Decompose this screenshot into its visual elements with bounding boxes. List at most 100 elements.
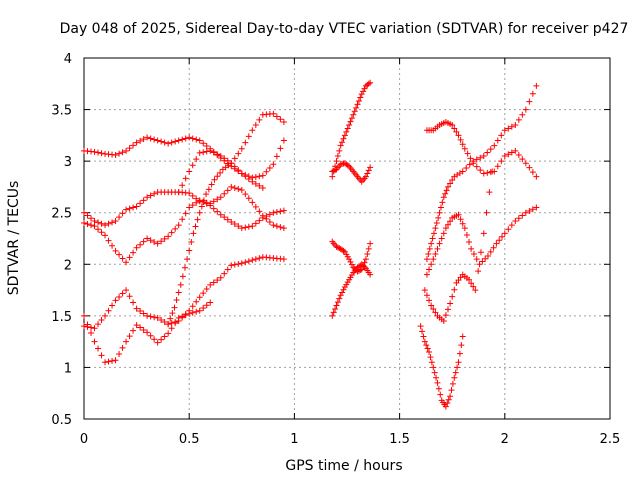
data-point xyxy=(270,110,277,117)
data-point xyxy=(137,137,144,144)
x-tick-label: 2.5 xyxy=(600,432,621,447)
series-track-15 xyxy=(417,323,466,410)
data-point xyxy=(452,369,459,376)
data-point xyxy=(341,132,348,139)
data-point xyxy=(168,139,175,146)
data-point xyxy=(457,136,464,143)
data-point xyxy=(182,175,189,182)
data-point xyxy=(200,149,207,156)
y-tick-label: 1.5 xyxy=(51,310,72,325)
data-point xyxy=(119,149,126,156)
data-point xyxy=(437,204,444,211)
data-point xyxy=(447,218,454,225)
data-point xyxy=(245,258,252,265)
data-point xyxy=(434,379,441,386)
data-point xyxy=(175,189,182,196)
data-point xyxy=(329,312,336,319)
data-point xyxy=(147,237,154,244)
data-point xyxy=(221,214,228,221)
data-point xyxy=(451,125,458,132)
data-point xyxy=(515,151,522,158)
data-point xyxy=(466,238,473,245)
data-point xyxy=(484,169,491,176)
data-point xyxy=(210,198,217,205)
data-point xyxy=(249,178,256,185)
data-point xyxy=(193,308,200,315)
data-point xyxy=(346,122,353,129)
data-point xyxy=(245,195,252,202)
data-point xyxy=(431,369,438,376)
data-points xyxy=(81,79,540,410)
data-point xyxy=(119,290,126,297)
data-point xyxy=(200,290,207,297)
data-point xyxy=(463,165,470,172)
data-point xyxy=(190,230,197,237)
data-point xyxy=(280,207,287,214)
data-point xyxy=(427,354,434,361)
data-point xyxy=(242,259,249,266)
data-point xyxy=(203,302,210,309)
chart-title: Day 048 of 2025, Sidereal Day-to-day VTE… xyxy=(60,21,629,37)
data-point xyxy=(367,240,374,247)
data-point xyxy=(426,297,433,304)
data-point xyxy=(439,199,446,206)
data-point xyxy=(529,169,536,176)
series-track-11 xyxy=(329,261,374,319)
data-point xyxy=(151,136,158,143)
data-point xyxy=(423,292,430,299)
data-point xyxy=(479,258,486,265)
data-point xyxy=(332,305,339,312)
data-point xyxy=(249,199,256,206)
data-point xyxy=(154,137,161,144)
data-point xyxy=(137,308,144,315)
data-point xyxy=(95,226,102,233)
data-point xyxy=(252,122,259,129)
data-point xyxy=(189,162,196,169)
data-point xyxy=(455,211,462,218)
data-point xyxy=(432,309,439,316)
data-point xyxy=(347,118,354,125)
data-point xyxy=(256,217,263,224)
data-point xyxy=(273,209,280,216)
data-point xyxy=(179,273,186,280)
data-point xyxy=(270,209,277,216)
data-point xyxy=(81,209,87,216)
data-point xyxy=(519,212,526,219)
data-point xyxy=(231,184,238,191)
data-point xyxy=(211,176,218,183)
data-point xyxy=(189,303,196,310)
data-point xyxy=(266,218,273,225)
data-point xyxy=(173,297,180,304)
y-tick-label: 3.5 xyxy=(51,104,72,119)
data-point xyxy=(158,138,165,145)
data-point xyxy=(455,359,462,366)
data-point xyxy=(430,305,437,312)
data-point xyxy=(88,330,95,337)
data-point xyxy=(365,167,372,174)
data-point xyxy=(333,158,340,165)
data-point xyxy=(242,191,249,198)
data-point xyxy=(224,187,231,194)
data-point xyxy=(351,108,358,115)
data-point xyxy=(455,132,462,139)
data-point xyxy=(443,187,450,194)
data-point xyxy=(95,219,102,226)
data-point xyxy=(130,327,137,334)
data-point xyxy=(147,332,154,339)
data-point xyxy=(475,268,482,275)
data-point xyxy=(459,333,466,340)
data-point xyxy=(112,357,119,364)
data-point xyxy=(105,358,112,365)
data-point xyxy=(186,204,193,211)
data-point xyxy=(242,139,249,146)
data-point xyxy=(186,134,193,141)
data-point xyxy=(280,118,287,125)
data-point xyxy=(487,169,494,176)
data-point xyxy=(116,150,123,157)
data-point xyxy=(477,167,484,174)
data-point xyxy=(456,350,463,357)
data-point xyxy=(259,172,266,179)
series-track-16 xyxy=(421,168,496,325)
series-track-4 xyxy=(81,254,287,332)
